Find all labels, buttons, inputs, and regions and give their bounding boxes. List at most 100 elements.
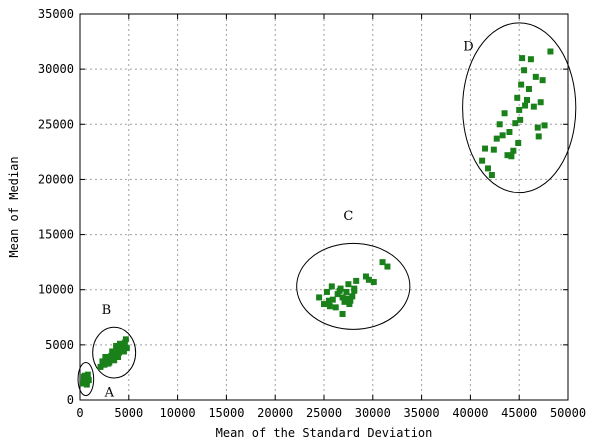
data-point xyxy=(117,340,124,347)
data-point xyxy=(113,342,120,349)
data-point xyxy=(521,67,528,74)
data-point xyxy=(121,339,128,346)
data-points xyxy=(79,48,554,388)
data-point xyxy=(362,273,369,280)
data-point xyxy=(334,291,341,298)
data-point xyxy=(530,103,537,110)
data-point xyxy=(328,283,335,290)
y-tick-label: 30000 xyxy=(38,62,74,76)
cluster-a-ellipse xyxy=(77,362,95,397)
data-point xyxy=(379,259,386,266)
x-tick-label: 40000 xyxy=(452,406,488,420)
data-point xyxy=(111,357,118,364)
data-point xyxy=(329,296,336,303)
data-point xyxy=(525,85,532,92)
cluster-d-ellipse xyxy=(462,22,577,194)
x-tick-label: 10000 xyxy=(160,406,196,420)
x-tick-label: 20000 xyxy=(257,406,293,420)
data-point xyxy=(508,153,515,160)
data-point xyxy=(97,363,104,370)
y-tick-label: 5000 xyxy=(45,338,74,352)
data-point xyxy=(493,135,500,142)
y-tick-label: 20000 xyxy=(38,172,74,186)
x-tick-label: 5000 xyxy=(114,406,143,420)
x-tick-label: 45000 xyxy=(501,406,537,420)
data-point xyxy=(499,132,506,139)
data-point xyxy=(541,122,548,129)
data-point xyxy=(537,99,544,106)
data-point xyxy=(114,346,121,353)
data-point xyxy=(479,157,486,164)
data-point xyxy=(346,301,353,308)
data-point xyxy=(534,124,541,131)
data-point xyxy=(482,145,489,152)
data-point xyxy=(115,353,122,360)
data-point xyxy=(370,278,377,285)
data-point xyxy=(108,352,115,359)
cluster-c-ellipse xyxy=(296,242,411,330)
data-point xyxy=(349,293,356,300)
y-tick-label: 25000 xyxy=(38,117,74,131)
data-point xyxy=(80,373,87,380)
data-point xyxy=(515,140,522,147)
data-point xyxy=(510,147,517,154)
y-axis-title: Mean of Median xyxy=(7,156,21,257)
data-point xyxy=(353,277,360,284)
data-point xyxy=(512,120,519,127)
data-point xyxy=(101,361,108,368)
y-tick-label: 35000 xyxy=(38,7,74,21)
data-point xyxy=(539,77,546,84)
data-point xyxy=(341,298,348,305)
data-point xyxy=(516,106,523,113)
data-point xyxy=(365,276,372,283)
x-tick-label: 35000 xyxy=(404,406,440,420)
data-point xyxy=(122,336,129,343)
data-point xyxy=(517,116,524,123)
data-point xyxy=(120,348,127,355)
data-point xyxy=(82,378,89,385)
data-point xyxy=(504,152,511,159)
data-point xyxy=(501,110,508,117)
data-point xyxy=(514,94,521,101)
data-point xyxy=(527,56,534,63)
data-point xyxy=(83,381,90,388)
data-point xyxy=(99,358,106,365)
x-axis-ticks: 0 5000 10000 15000 20000 25000 30000 35000 40000… xyxy=(76,14,586,420)
x-tick-label: 15000 xyxy=(208,406,244,420)
data-point xyxy=(535,133,542,140)
cluster-c-label: C xyxy=(343,209,353,224)
y-tick-label: 10000 xyxy=(38,283,74,297)
data-point xyxy=(547,48,554,55)
data-point xyxy=(484,165,491,172)
data-point xyxy=(84,371,91,378)
data-point xyxy=(336,287,343,294)
data-point xyxy=(506,129,513,136)
data-point xyxy=(105,360,112,367)
data-point xyxy=(325,297,332,304)
data-point xyxy=(343,288,350,295)
x-tick-label: 0 xyxy=(76,406,83,420)
cluster-b-ellipse xyxy=(92,326,137,379)
data-point xyxy=(326,303,333,310)
data-point xyxy=(332,304,339,311)
y-axis-ticks: 0 5000 10000 15000 20000 25000 30000 35000 xyxy=(38,7,568,407)
data-point xyxy=(345,281,352,288)
cluster-a-label: A xyxy=(104,386,115,401)
data-point xyxy=(123,345,130,352)
data-point xyxy=(496,121,503,128)
data-point xyxy=(518,81,525,88)
data-point xyxy=(351,287,358,294)
data-point xyxy=(109,348,116,355)
data-point xyxy=(339,294,346,301)
x-axis-title: Mean of the Standard Deviation xyxy=(216,426,433,440)
plot-frame xyxy=(79,13,569,401)
data-point xyxy=(339,310,346,317)
data-point xyxy=(524,97,531,104)
grid-lines xyxy=(80,14,568,400)
x-tick-label: 25000 xyxy=(306,406,342,420)
x-tick-label: 50000 xyxy=(550,406,586,420)
data-point xyxy=(519,55,526,62)
data-point xyxy=(532,73,539,80)
data-point xyxy=(102,353,109,360)
